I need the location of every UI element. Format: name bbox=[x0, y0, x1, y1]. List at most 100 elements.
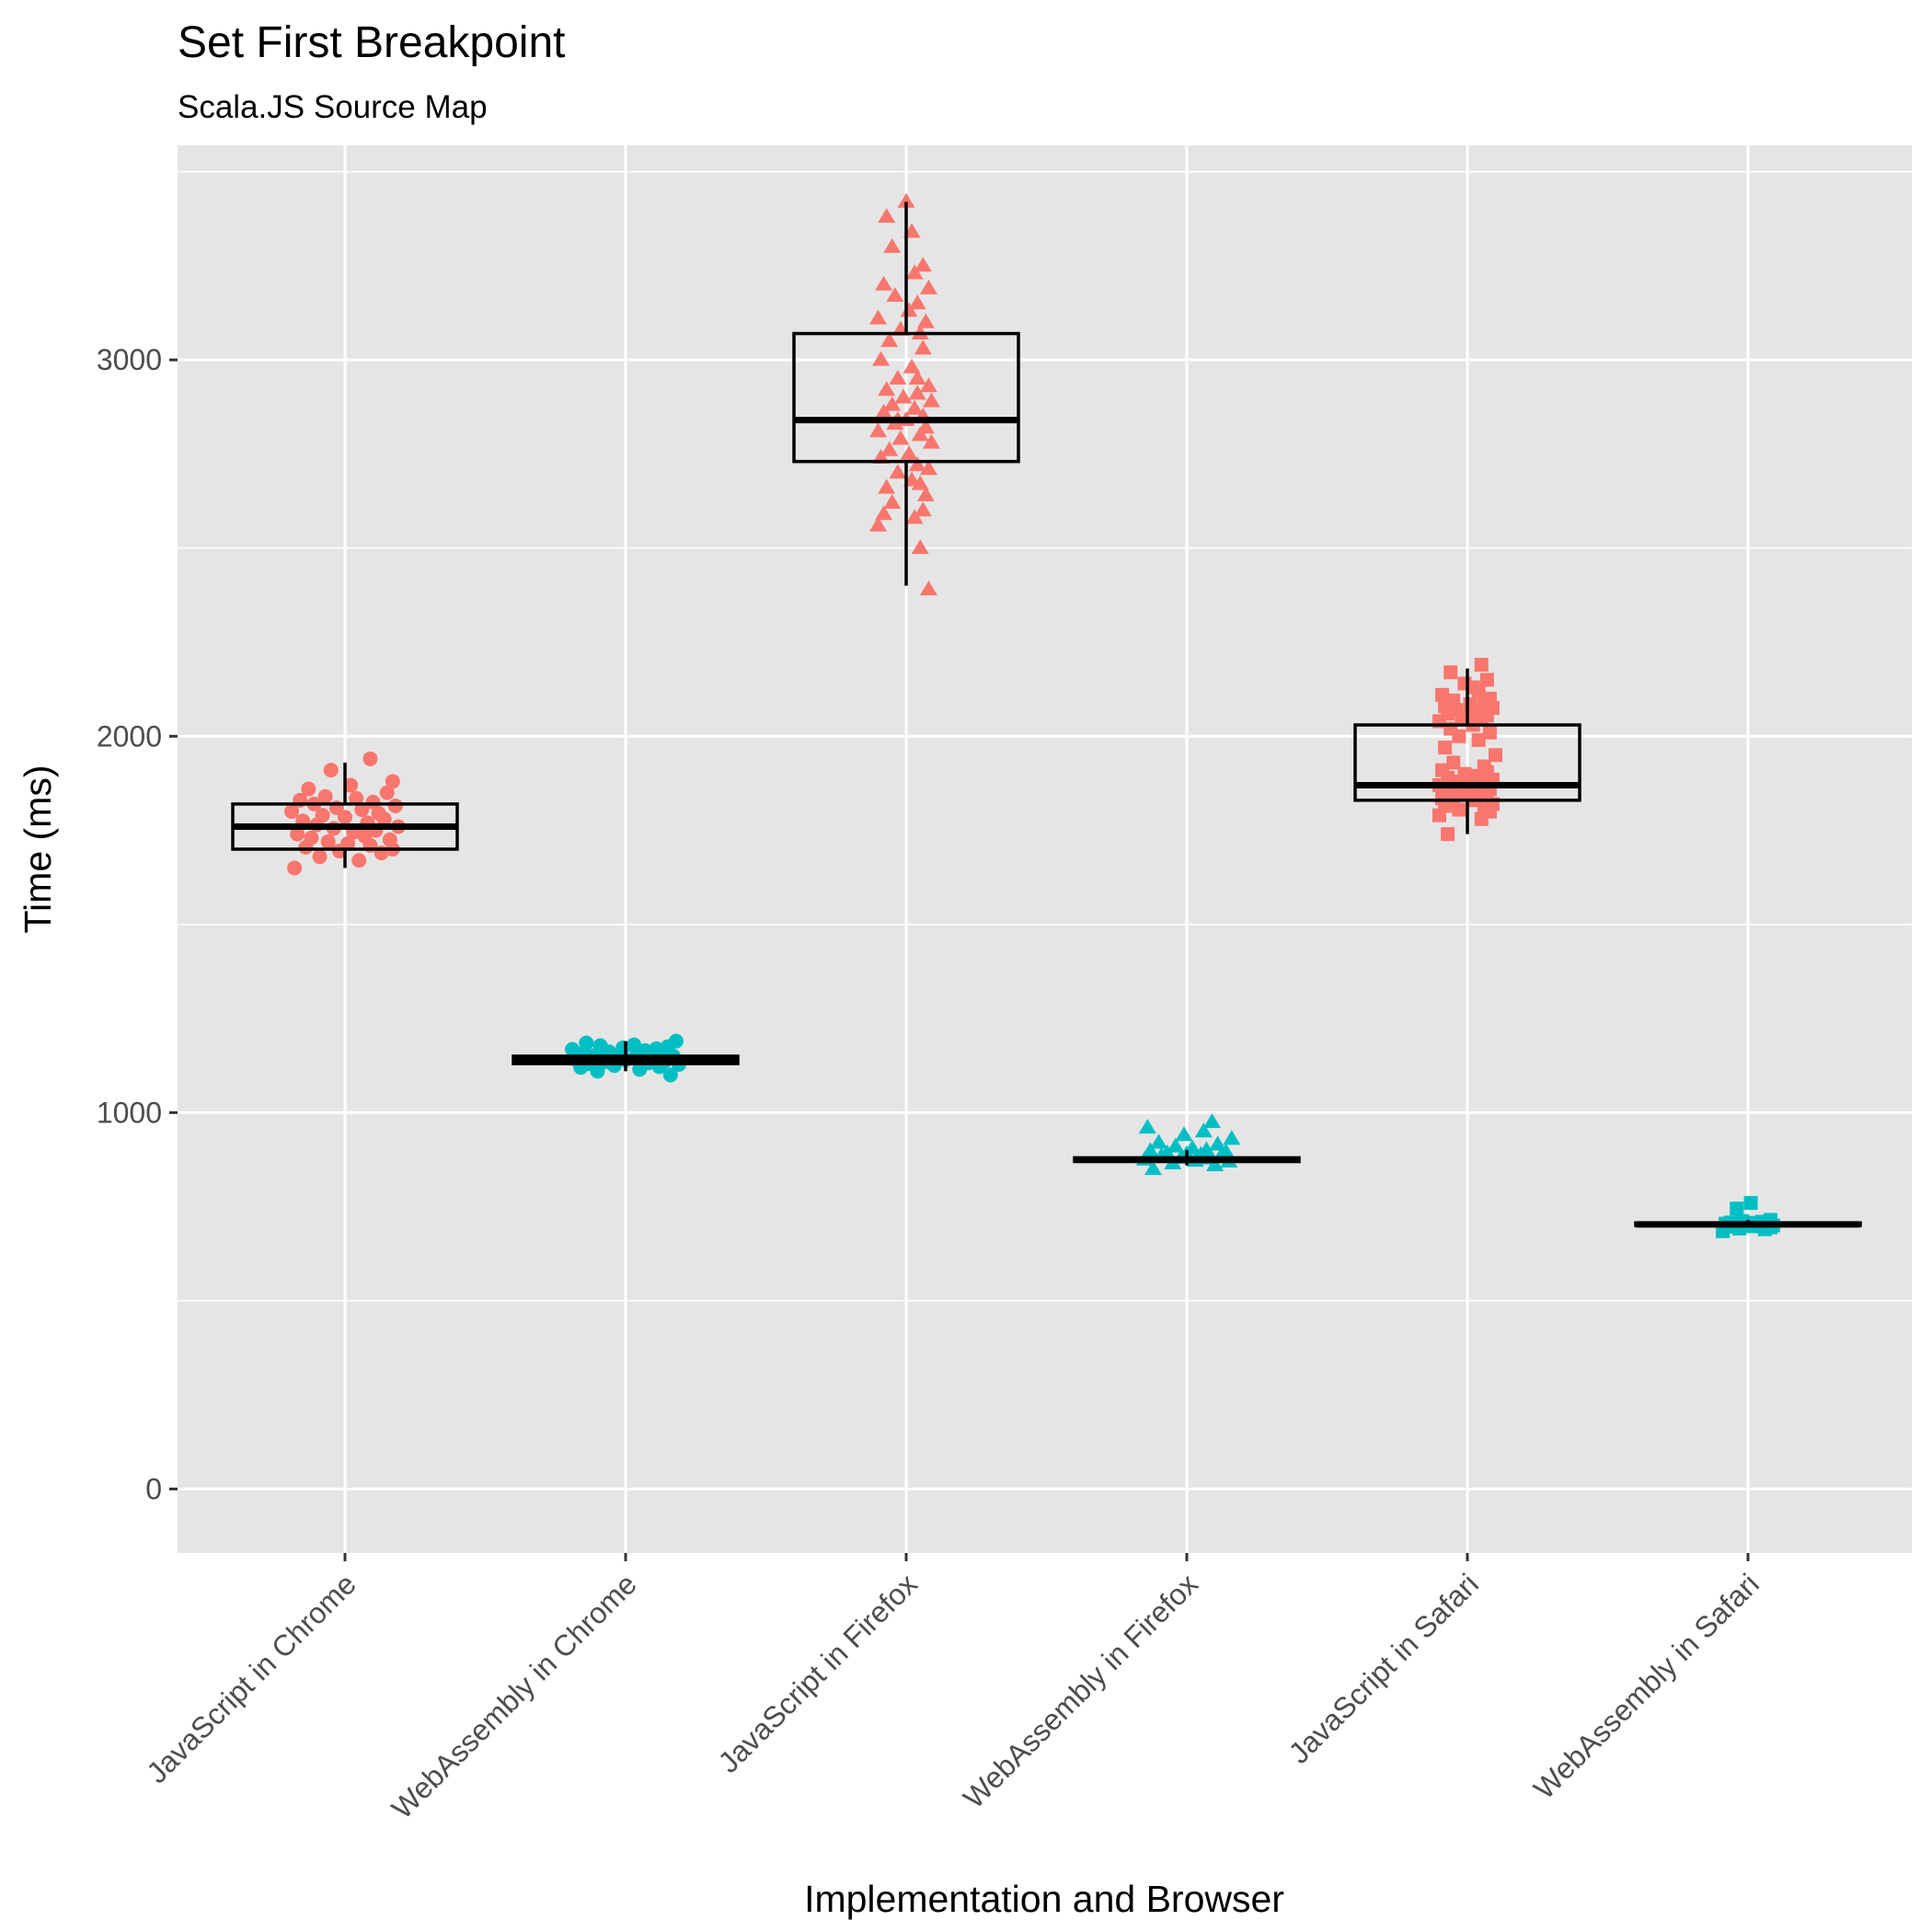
data-point bbox=[290, 826, 305, 842]
data-point bbox=[323, 763, 339, 778]
data-point bbox=[1158, 1144, 1177, 1159]
data-point bbox=[908, 294, 926, 310]
data-point bbox=[883, 237, 902, 253]
data-point bbox=[875, 505, 893, 521]
data-point bbox=[914, 257, 932, 272]
data-point bbox=[579, 1035, 594, 1051]
data-point bbox=[315, 808, 330, 823]
data-point bbox=[592, 1038, 608, 1053]
data-point bbox=[880, 441, 899, 456]
data-point bbox=[385, 774, 400, 789]
data-point bbox=[1202, 1112, 1221, 1128]
data-point bbox=[1471, 732, 1486, 747]
data-point bbox=[1730, 1202, 1744, 1216]
data-point bbox=[668, 1033, 684, 1049]
data-point bbox=[1217, 1143, 1236, 1158]
data-point bbox=[354, 802, 370, 818]
y-axis: 0 1000 2000 3000 bbox=[97, 343, 178, 1505]
data-point bbox=[891, 430, 910, 445]
data-point bbox=[1197, 1141, 1215, 1156]
data-point bbox=[869, 516, 887, 532]
data-point bbox=[908, 370, 926, 385]
y-tick-label: 1000 bbox=[97, 1096, 162, 1129]
data-point bbox=[351, 853, 367, 868]
x-tick-label: JavaScript in Firefox bbox=[712, 1567, 924, 1778]
data-point bbox=[889, 464, 907, 479]
data-point bbox=[1446, 693, 1461, 707]
data-point bbox=[1482, 725, 1497, 740]
x-tick-label: WebAssembly in Chrome bbox=[385, 1567, 643, 1824]
x-tick-label: JavaScript in Chrome bbox=[140, 1567, 362, 1789]
data-point bbox=[1141, 1142, 1159, 1157]
data-point bbox=[911, 539, 929, 555]
data-point bbox=[301, 781, 316, 797]
data-point bbox=[886, 287, 904, 303]
data-point bbox=[312, 849, 328, 865]
data-point bbox=[1223, 1130, 1241, 1145]
data-point bbox=[382, 832, 397, 847]
data-point bbox=[878, 478, 896, 494]
data-point bbox=[1167, 1137, 1185, 1153]
data-point bbox=[1443, 665, 1458, 680]
data-point bbox=[638, 1042, 653, 1058]
data-point bbox=[916, 313, 935, 328]
data-point bbox=[1144, 1160, 1162, 1176]
chart-subtitle: Scala.JS Source Map bbox=[178, 89, 488, 125]
data-point bbox=[900, 444, 918, 460]
data-point bbox=[919, 377, 937, 393]
data-point bbox=[343, 777, 359, 793]
data-point bbox=[914, 501, 932, 517]
data-point bbox=[1479, 673, 1494, 687]
data-point bbox=[287, 860, 303, 876]
x-tick-label: WebAssembly in Safari bbox=[1527, 1567, 1765, 1805]
data-point bbox=[919, 581, 937, 596]
box-iqr bbox=[1353, 723, 1581, 802]
data-point bbox=[1435, 687, 1450, 702]
box-iqr bbox=[792, 331, 1020, 464]
data-point bbox=[914, 339, 932, 355]
data-point bbox=[1209, 1135, 1227, 1151]
data-point bbox=[905, 399, 924, 415]
x-axis: JavaScript in Chrome WebAssembly in Chrom… bbox=[140, 1553, 1765, 1825]
data-point bbox=[878, 381, 896, 397]
data-point bbox=[922, 433, 940, 449]
x-axis-title: Implementation and Browser bbox=[804, 1878, 1284, 1920]
data-point bbox=[872, 351, 891, 366]
data-point bbox=[1482, 691, 1497, 706]
y-tick-label: 3000 bbox=[97, 343, 162, 376]
y-axis-title: Time (ms) bbox=[17, 765, 59, 934]
data-point bbox=[1441, 827, 1455, 842]
plot-panel bbox=[178, 145, 1912, 1553]
data-point bbox=[1474, 658, 1489, 673]
chart-title: Set First Breakpoint bbox=[178, 18, 566, 67]
data-point bbox=[878, 208, 896, 224]
data-point bbox=[875, 275, 893, 291]
data-point bbox=[357, 828, 373, 844]
x-tick-label: WebAssembly in Firefox bbox=[957, 1567, 1204, 1814]
data-point bbox=[365, 794, 381, 810]
data-point bbox=[284, 804, 300, 820]
data-point bbox=[1477, 759, 1491, 774]
y-tick-label: 0 bbox=[145, 1472, 162, 1505]
data-point bbox=[916, 486, 935, 501]
data-point bbox=[371, 806, 386, 822]
data-point bbox=[1194, 1122, 1213, 1138]
boxplots bbox=[231, 201, 1862, 1228]
data-point bbox=[880, 332, 899, 348]
data-point bbox=[1743, 1196, 1758, 1211]
data-point bbox=[349, 790, 364, 806]
data-point bbox=[320, 834, 336, 849]
grid-lines bbox=[178, 145, 1912, 1553]
data-point bbox=[911, 475, 929, 490]
data-point bbox=[922, 392, 940, 408]
data-point bbox=[1150, 1133, 1167, 1149]
data-point bbox=[883, 494, 902, 510]
data-point bbox=[662, 1067, 678, 1083]
data-point bbox=[908, 456, 926, 472]
data-point bbox=[1435, 763, 1450, 777]
data-point bbox=[1138, 1119, 1156, 1134]
data-point bbox=[627, 1037, 642, 1052]
data-point bbox=[919, 279, 937, 294]
data-point bbox=[317, 788, 333, 804]
